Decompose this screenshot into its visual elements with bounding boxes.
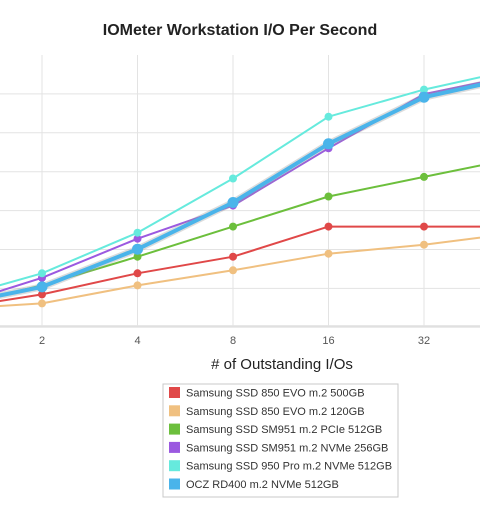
data-point [420, 172, 428, 181]
x-tick-label: 32 [418, 335, 430, 347]
data-point [420, 240, 428, 249]
series-line [0, 164, 480, 297]
data-point [36, 281, 48, 293]
series-5 [0, 76, 480, 287]
data-point [38, 299, 46, 308]
legend-label: Samsung SSD SM951 m.2 PCIe 512GB [186, 424, 382, 436]
legend-box [162, 383, 399, 498]
data-point [133, 252, 142, 261]
series-6 [0, 81, 480, 300]
data-point [420, 85, 428, 94]
x-axis-label: # of Outstanding I/Os [211, 356, 353, 373]
data-point [229, 266, 237, 275]
legend-swatch [169, 460, 180, 472]
series-line-shadow [0, 81, 480, 300]
legend-swatch [169, 387, 180, 398]
legend-item: Samsung SSD SM951 m.2 NVMe 256GB [169, 441, 388, 454]
chart-title: IOMeter Workstation I/O Per Second [103, 22, 377, 39]
legend-label: Samsung SSD SM951 m.2 NVMe 256GB [186, 442, 388, 454]
series-line [0, 236, 480, 308]
series-1 [0, 222, 480, 303]
x-tick-label: 16 [322, 335, 334, 347]
data-point [227, 197, 239, 208]
x-tick-label: 4 [134, 335, 140, 347]
data-point [38, 290, 46, 299]
legend-label: OCZ RD400 m.2 NVMe 512GB [186, 479, 339, 491]
data-point [418, 91, 430, 103]
series-2 [0, 236, 480, 308]
x-axis-ticks: 2 4 8 16 32 [39, 335, 430, 347]
legend-item: Samsung SSD 850 EVO m.2 120GB [169, 405, 365, 418]
data-point [324, 192, 333, 201]
data-point [420, 222, 428, 231]
x-tick-label: 8 [230, 335, 236, 347]
data-point [229, 222, 237, 231]
data-point [324, 112, 333, 121]
legend-item: Samsung SSD 950 Pro m.2 NVMe 512GB [169, 460, 392, 473]
legend: Samsung SSD 850 EVO m.2 500GB Samsung SSD… [162, 383, 399, 498]
x-tick-label: 2 [39, 335, 45, 347]
legend-label: Samsung SSD 850 EVO m.2 500GB [186, 388, 365, 400]
legend-label: Samsung SSD 950 Pro m.2 NVMe 512GB [186, 461, 392, 473]
data-point [133, 228, 142, 237]
data-point [324, 222, 333, 231]
legend-item: Samsung SSD 850 EVO m.2 500GB [169, 387, 365, 400]
data-point [133, 269, 142, 278]
data-point [38, 269, 46, 278]
data-point [133, 281, 142, 290]
legend-item: OCZ RD400 m.2 NVMe 512GB [169, 478, 339, 491]
data-point [132, 243, 143, 255]
legend-item: Samsung SSD SM951 m.2 PCIe 512GB [169, 423, 382, 436]
data-point [229, 174, 237, 183]
legend-swatch [169, 441, 180, 453]
legend-swatch [169, 423, 180, 435]
data-point [324, 249, 333, 258]
grid [0, 55, 480, 328]
data-point [133, 234, 142, 243]
data-point [229, 252, 237, 261]
legend-swatch [169, 405, 180, 417]
legend-label: Samsung SSD 850 EVO m.2 120GB [186, 406, 365, 418]
data-point [323, 138, 334, 150]
series-layer [0, 76, 480, 308]
legend-swatch [169, 478, 180, 490]
